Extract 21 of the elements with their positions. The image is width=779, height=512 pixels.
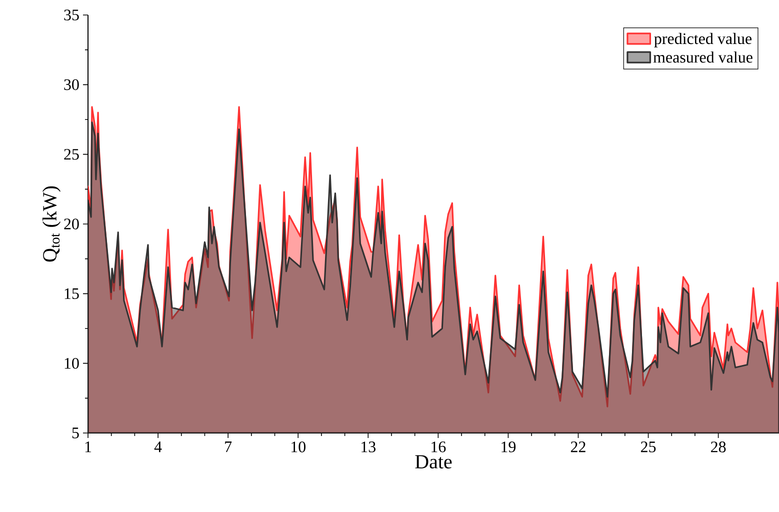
y-tick-label: 35 (64, 10, 79, 20)
x-tick-label: 28 (711, 442, 726, 452)
x-tick-label: 19 (502, 442, 516, 452)
x-tick-label: 7 (225, 442, 232, 452)
x-tick-label: 16 (432, 442, 446, 452)
y-tick-label: 5 (72, 428, 79, 438)
y-tick-label: 20 (64, 218, 79, 230)
x-axis-title: Date (415, 455, 452, 468)
legend-label: predicted value (654, 32, 752, 48)
x-tick-label: 4 (154, 442, 162, 452)
x-tick-label: 13 (362, 442, 376, 452)
y-tick-label: 25 (64, 148, 79, 160)
x-tick-label: 25 (640, 442, 656, 452)
x-tick-label: 10 (292, 442, 306, 452)
x-tick-label: 1 (85, 442, 92, 452)
x-tick-label: 22 (570, 442, 586, 452)
y-tick-label: 30 (64, 79, 79, 90)
y-tick-label: 10 (64, 358, 79, 369)
y-tick-label: 15 (64, 288, 79, 300)
legend-label: measured value (653, 51, 752, 63)
y-axis-title: Q$_{tot}$ (kW) (42, 186, 61, 262)
